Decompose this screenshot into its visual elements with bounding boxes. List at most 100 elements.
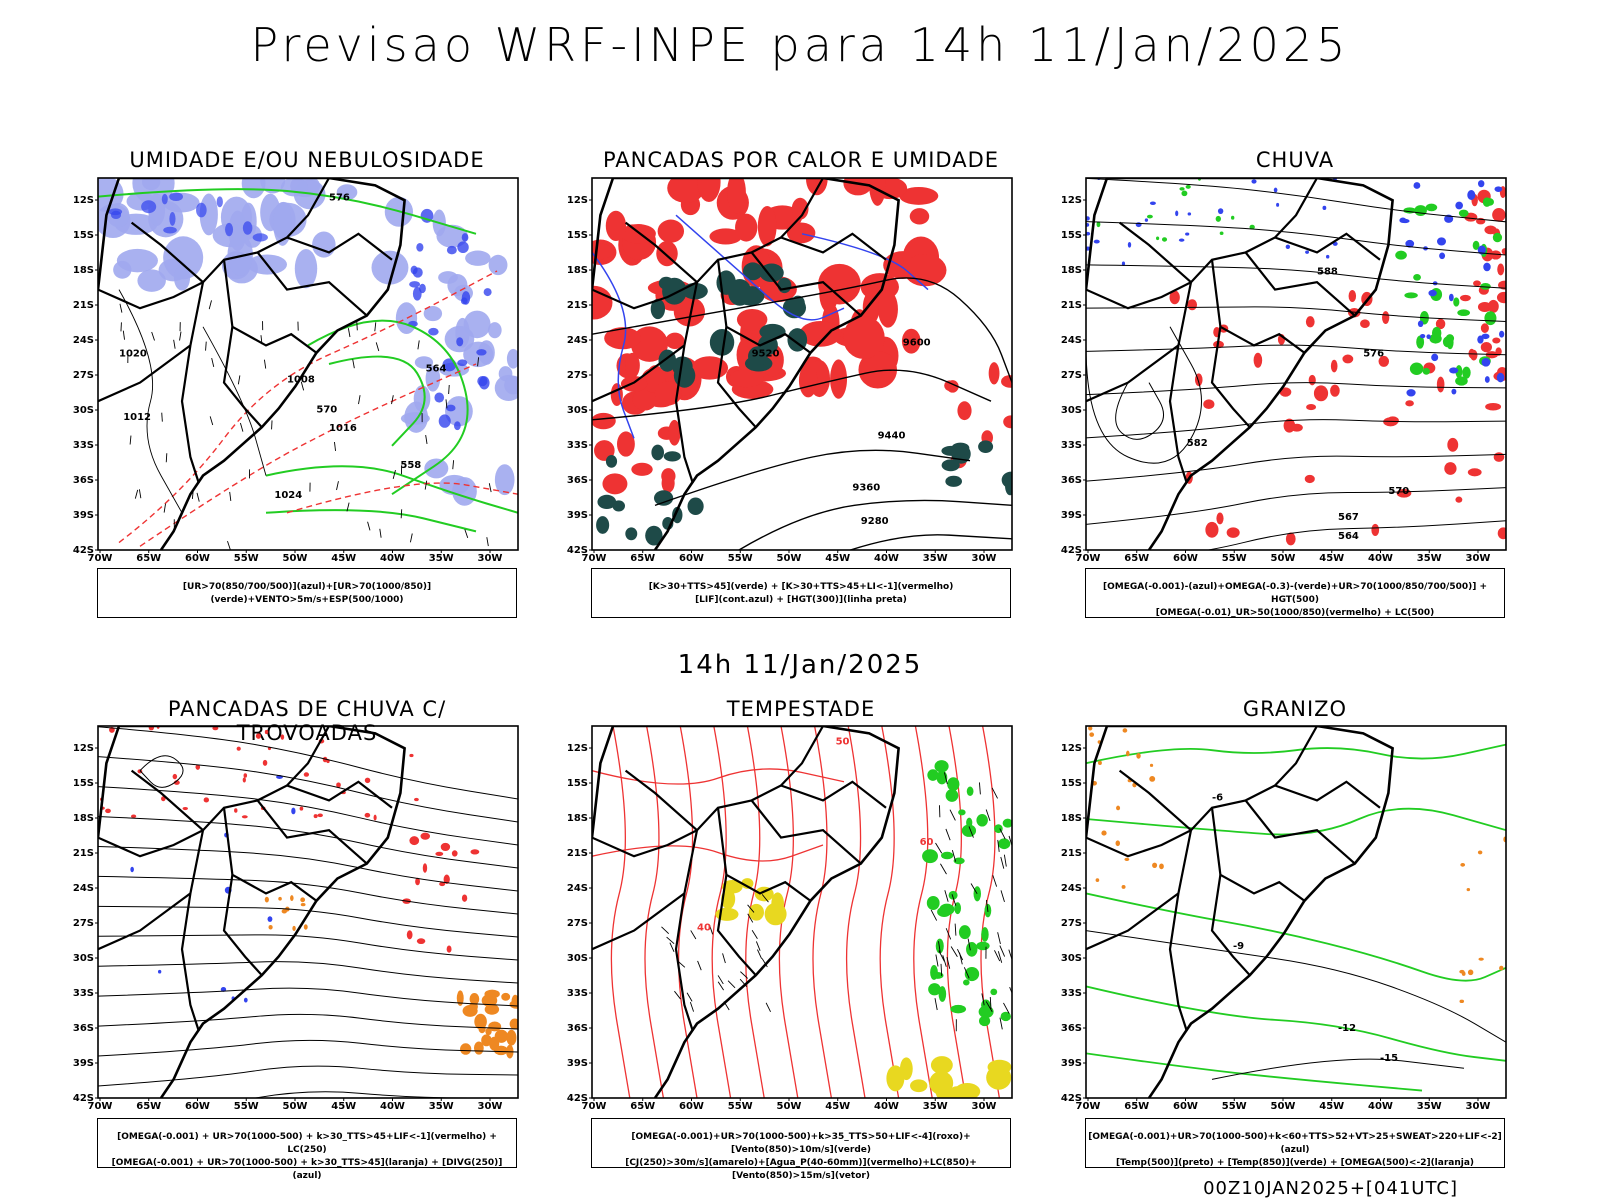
- shaded-area: [172, 773, 178, 780]
- shaded-area: [131, 814, 137, 819]
- map-layers: -12 -15 -6 -9: [1086, 726, 1506, 1098]
- lon-tick-label: 35W: [429, 1101, 454, 1112]
- shaded-area: [1205, 521, 1219, 538]
- shaded-area: [1419, 334, 1426, 339]
- shaded-area: [1498, 280, 1506, 290]
- contour-line: [1086, 930, 1506, 1043]
- shaded-area: [937, 906, 952, 918]
- wind-vector: [968, 826, 974, 838]
- wind-vector: [1003, 854, 1007, 867]
- shaded-area: [494, 464, 515, 496]
- wind-vector: [755, 941, 761, 951]
- shaded-area: [1477, 245, 1486, 255]
- wind-vector: [963, 967, 970, 979]
- lon-tick-label: 50W: [777, 1101, 802, 1112]
- lon-tick-label: 50W: [283, 1101, 308, 1112]
- shaded-area: [1378, 355, 1390, 367]
- shaded-area: [757, 205, 777, 247]
- legend-line: [OMEGA(-0.01)_UR>50(1000/850)(vermelho) …: [1155, 608, 1435, 618]
- shaded-area: [1497, 527, 1506, 540]
- shaded-area: [990, 988, 998, 996]
- contour-label: 1020: [119, 349, 147, 360]
- wind-vector: [945, 928, 952, 940]
- lon-tick-label: 70W: [582, 553, 607, 564]
- map-content: 9600 9520 9440 9360 9280 12S 15S 18S 21S 24S 27S 30…: [567, 177, 1013, 564]
- lon-tick-label: 60W: [1173, 553, 1198, 564]
- streamline: [1205, 520, 1506, 550]
- shaded-area: [605, 454, 618, 468]
- shaded-area: [759, 263, 784, 283]
- country-border: [222, 326, 263, 428]
- streamline: [1086, 178, 1506, 223]
- contour-line: [879, 726, 900, 1098]
- lat-tick-label: 21S: [1061, 300, 1082, 311]
- shaded-area: [252, 233, 268, 242]
- shaded-area: [1413, 274, 1421, 281]
- shaded-area: [650, 298, 666, 320]
- contour-label: -12: [1338, 1023, 1356, 1034]
- shaded-area: [456, 337, 464, 347]
- shaded-area: [597, 494, 617, 510]
- contour-label: -15: [1380, 1053, 1398, 1064]
- lon-tick-label: 70W: [1076, 553, 1101, 564]
- shaded-area: [687, 497, 704, 515]
- lon-tick-label: 65W: [1124, 1101, 1149, 1112]
- wind-vector: [237, 375, 241, 385]
- lon-tick-label: 35W: [1417, 553, 1442, 564]
- shaded-area: [290, 895, 294, 901]
- shaded-area: [963, 979, 970, 986]
- contour-line: [1086, 985, 1506, 1062]
- shaded-area: [1484, 225, 1497, 235]
- shaded-area: [1000, 1011, 1011, 1022]
- country-border: [750, 799, 862, 865]
- shaded-area: [169, 211, 176, 226]
- country-border: [1274, 780, 1381, 809]
- lat-tick-label: 12S: [567, 743, 588, 754]
- lon-tick-label: 30W: [972, 1101, 997, 1112]
- wind-vector: [163, 503, 166, 513]
- shaded-area: [1495, 347, 1502, 356]
- shaded-area: [478, 376, 490, 390]
- shaded-area: [1444, 462, 1457, 475]
- lat-tick-label: 42S: [567, 545, 588, 556]
- shaded-area: [182, 806, 188, 811]
- shaded-area: [395, 302, 418, 335]
- shaded-area: [1101, 830, 1107, 836]
- lon-tick-label: 45W: [825, 553, 850, 564]
- shaded-area: [791, 197, 809, 220]
- lon-tick-label: 70W: [582, 1101, 607, 1112]
- wind-vector: [740, 971, 749, 979]
- contour-label: 1016: [329, 423, 357, 434]
- wind-vector: [950, 946, 958, 957]
- wind-vector: [122, 330, 125, 340]
- shaded-area: [1467, 190, 1476, 200]
- shaded-area: [1178, 238, 1185, 242]
- shaded-area: [469, 993, 480, 1005]
- streamline: [98, 875, 518, 915]
- shaded-area: [1457, 309, 1471, 317]
- wind-vector: [358, 395, 361, 405]
- streamline: [98, 845, 518, 892]
- lon-tick-label: 55W: [728, 553, 753, 564]
- shaded-area: [592, 285, 613, 320]
- shaded-area: [1455, 376, 1468, 386]
- wind-vector: [367, 521, 371, 531]
- shaded-area: [236, 746, 241, 751]
- contour-line: [265, 509, 477, 533]
- shaded-area: [509, 1018, 518, 1030]
- contour-line: [139, 755, 184, 788]
- lat-tick-label: 21S: [73, 848, 94, 859]
- map-tempestade: 40 50 60 12S 15S 18S 21S 24S 27S 30S 33S 36S 39S 42S7…: [567, 725, 1013, 1112]
- shaded-area: [978, 1005, 994, 1019]
- contour-line: [1086, 1052, 1423, 1092]
- shaded-area: [661, 468, 676, 485]
- shaded-area: [625, 527, 638, 541]
- shaded-area: [1325, 254, 1330, 259]
- wind-vector: [134, 489, 139, 499]
- lat-tick-label: 15S: [567, 230, 588, 241]
- contour-label: 567: [1338, 512, 1359, 523]
- lon-tick-label: 50W: [1271, 1101, 1296, 1112]
- shaded-area: [225, 222, 234, 237]
- wind-vector: [934, 998, 938, 1011]
- country-border: [180, 829, 205, 1032]
